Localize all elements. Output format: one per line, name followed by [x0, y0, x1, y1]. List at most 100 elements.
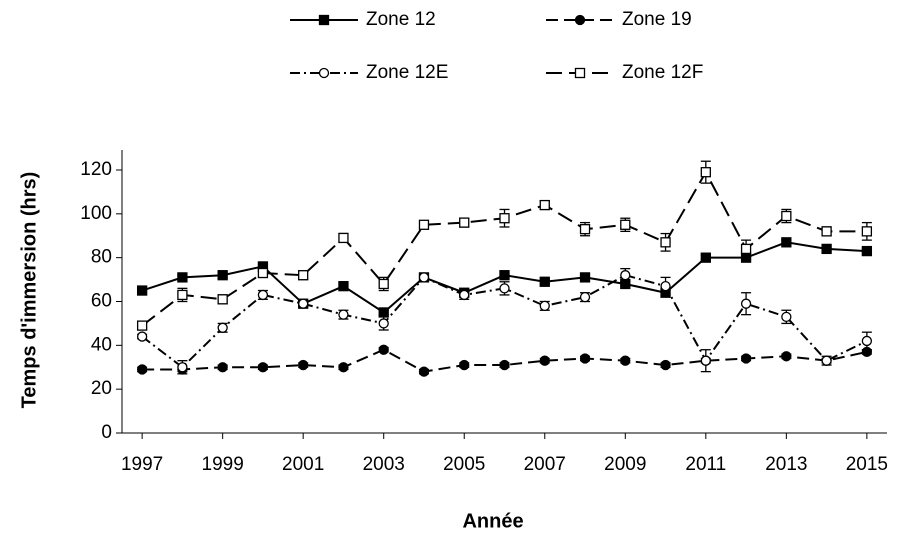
marker — [378, 318, 389, 329]
legend-entry: Zone 12F — [546, 62, 703, 83]
marker — [418, 272, 430, 283]
legend-label: Zone 12 — [366, 9, 436, 30]
marker — [136, 331, 148, 342]
marker — [539, 199, 550, 211]
marker — [298, 270, 309, 281]
x-tick-label: 2005 — [443, 454, 485, 475]
marker — [700, 167, 711, 178]
marker — [177, 289, 188, 301]
marker — [378, 344, 389, 355]
y-tick-label: 100 — [80, 203, 112, 224]
marker — [574, 14, 586, 26]
marker — [620, 355, 631, 366]
y-tick-label: 0 — [101, 422, 112, 443]
marker — [459, 289, 470, 301]
marker — [781, 237, 792, 248]
marker — [459, 359, 470, 371]
marker — [740, 243, 752, 255]
marker — [539, 355, 550, 366]
marker — [499, 270, 510, 281]
legend-label: Zone 12E — [366, 62, 448, 83]
x-tick-label: 2011 — [685, 454, 726, 475]
marker — [418, 366, 430, 377]
y-tick-label: 20 — [91, 378, 112, 399]
marker — [177, 362, 188, 373]
marker — [579, 224, 591, 235]
x-tick-label: 2007 — [524, 454, 566, 475]
marker — [539, 300, 550, 312]
x-tick-label: 1999 — [202, 454, 244, 475]
series — [136, 267, 873, 375]
marker — [136, 320, 148, 331]
marker — [821, 355, 832, 366]
y-tick-label: 120 — [80, 159, 112, 180]
x-tick-label: 2013 — [765, 454, 807, 475]
marker — [318, 67, 330, 79]
y-tick-label: 80 — [91, 247, 112, 268]
marker — [861, 335, 873, 347]
marker — [660, 359, 671, 371]
series — [136, 344, 873, 377]
marker — [318, 14, 330, 26]
marker — [861, 245, 873, 257]
marker — [620, 270, 631, 281]
x-tick-label: 2001 — [282, 454, 324, 475]
marker — [700, 252, 711, 263]
x-tick-label: 2015 — [846, 454, 888, 475]
marker — [539, 276, 550, 287]
x-tick-label: 2003 — [363, 454, 405, 475]
marker — [499, 213, 510, 224]
marker — [781, 311, 792, 322]
marker — [217, 294, 228, 305]
marker — [579, 272, 591, 283]
marker — [574, 67, 586, 79]
y-tick-label: 60 — [91, 291, 112, 312]
marker — [700, 355, 711, 366]
marker — [821, 226, 832, 237]
marker — [620, 219, 631, 230]
marker — [338, 281, 349, 292]
marker — [499, 359, 510, 371]
legend-entry: Zone 19 — [546, 9, 692, 30]
marker — [781, 210, 792, 222]
marker — [378, 307, 389, 318]
marker — [298, 359, 309, 371]
marker — [298, 298, 309, 309]
y-axis-title: Temps d'immersion (hrs) — [18, 172, 40, 409]
marker — [338, 232, 349, 244]
marker — [257, 267, 269, 279]
x-axis-title: Année — [462, 510, 523, 532]
marker — [740, 298, 752, 309]
marker — [821, 243, 832, 255]
marker — [338, 362, 349, 373]
legend-entry: Zone 12 — [290, 9, 436, 30]
marker — [217, 322, 228, 333]
marker — [418, 219, 430, 230]
marker — [861, 226, 873, 237]
marker — [660, 281, 671, 292]
legend-label: Zone 19 — [622, 9, 692, 30]
marker — [499, 283, 510, 294]
series — [136, 160, 873, 331]
marker — [136, 285, 148, 296]
y-tick-label: 40 — [91, 334, 112, 355]
series — [136, 237, 873, 318]
marker — [257, 362, 269, 373]
legend-entry: Zone 12E — [290, 62, 448, 83]
x-tick-label: 1997 — [121, 454, 163, 475]
series-line — [141, 170, 867, 327]
marker — [459, 217, 470, 228]
marker — [177, 272, 188, 283]
marker — [579, 291, 591, 303]
marker — [136, 364, 148, 375]
marker — [217, 362, 228, 373]
x-tick-label: 2009 — [604, 454, 646, 475]
marker — [217, 270, 228, 281]
marker — [338, 309, 349, 320]
marker — [579, 353, 591, 364]
marker — [740, 353, 752, 364]
marker — [378, 278, 389, 290]
marker — [781, 351, 792, 362]
legend-label: Zone 12F — [622, 62, 703, 83]
